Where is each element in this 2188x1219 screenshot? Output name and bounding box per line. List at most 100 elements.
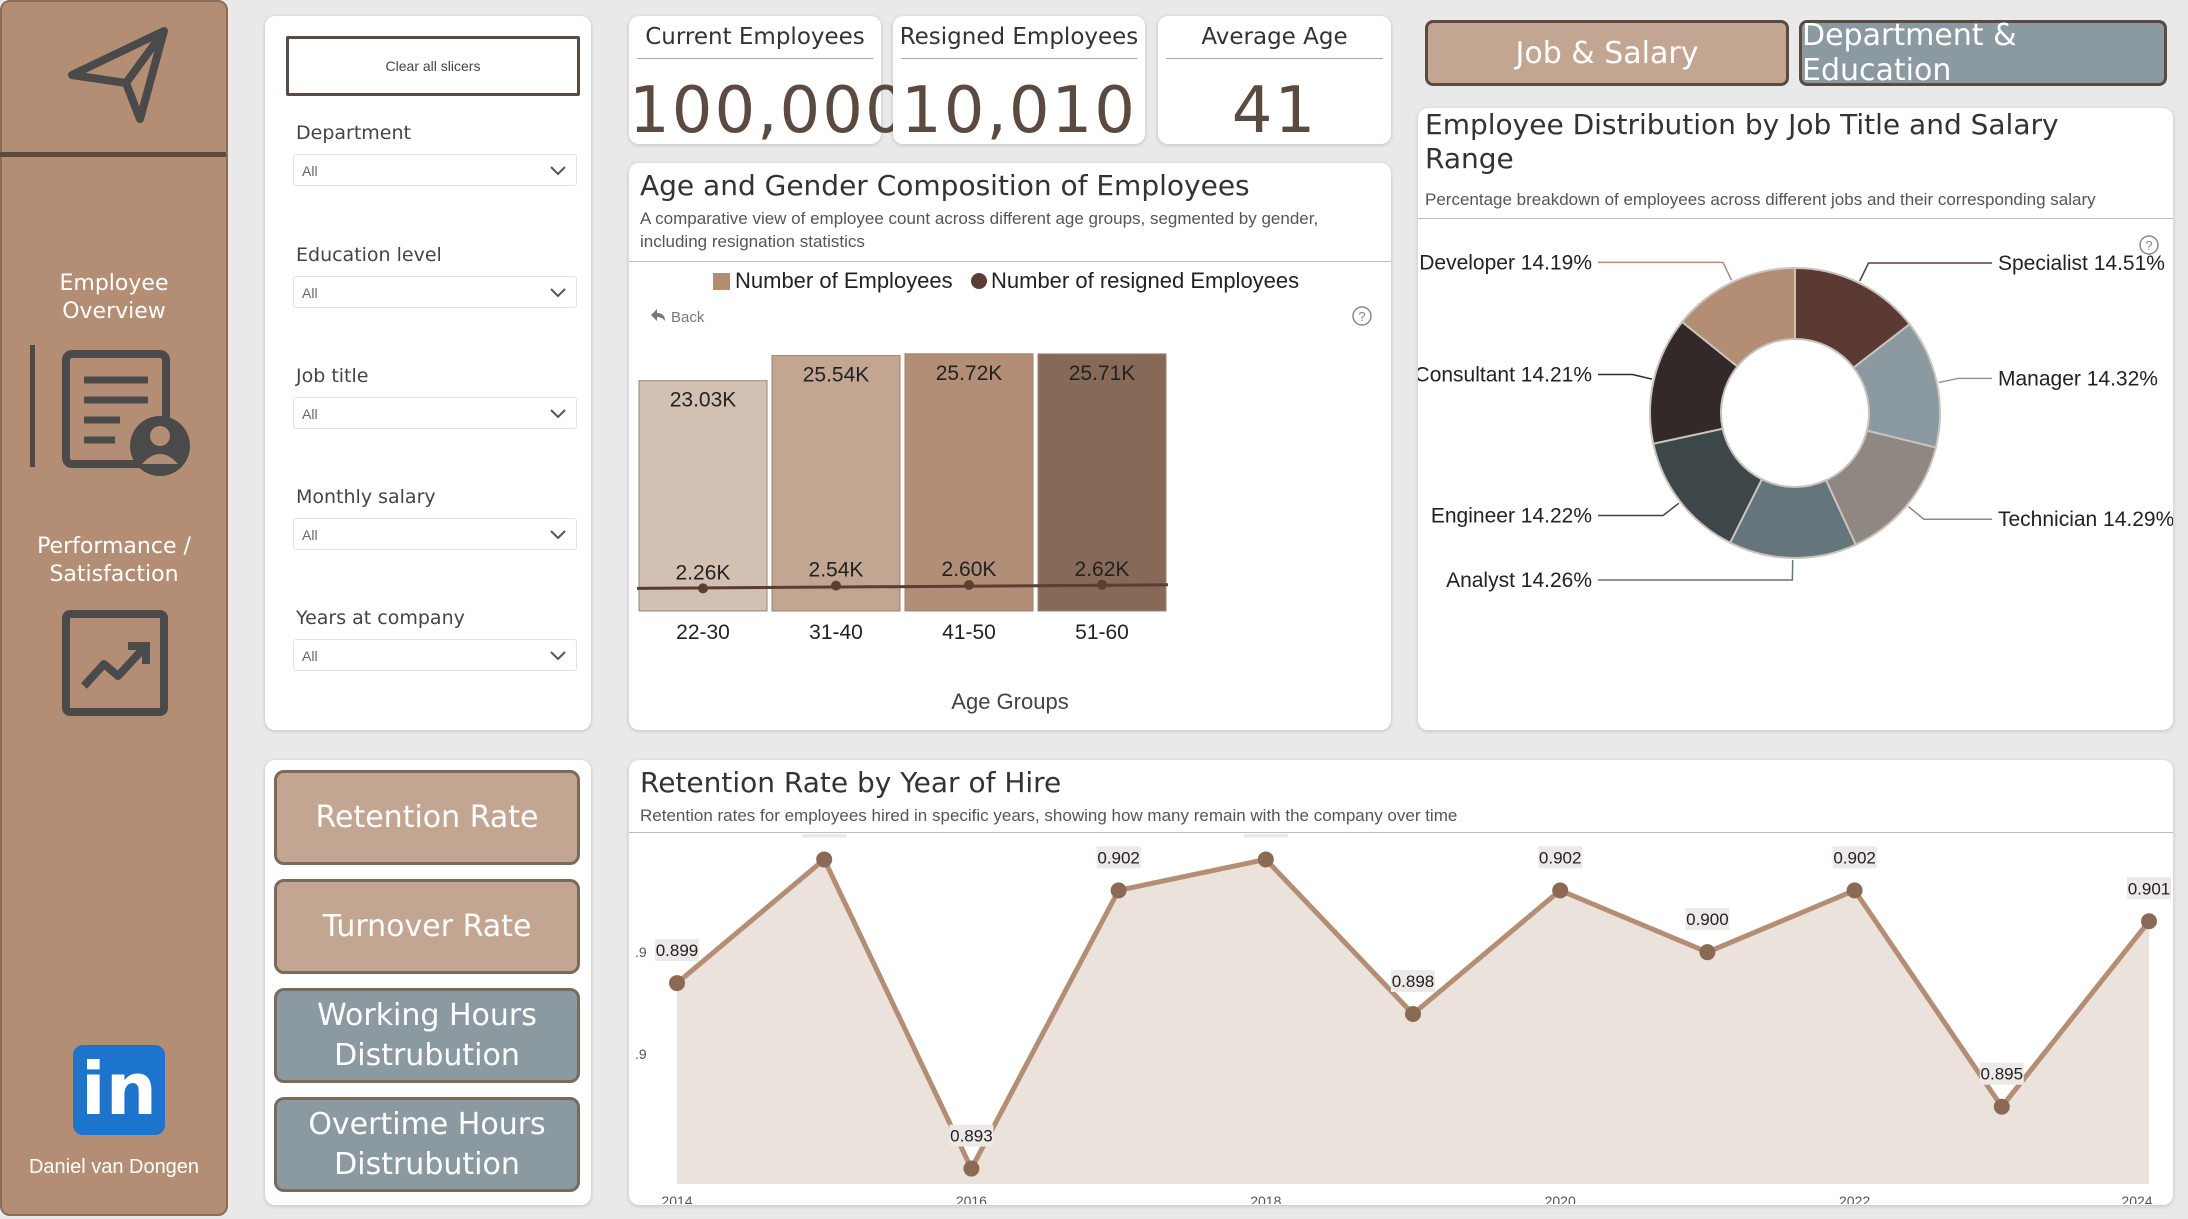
donut-chart-svg[interactable]: ? Specialist 14.51% Manager 14.32% Technic… [1418, 220, 2173, 728]
data-label: 0.900 [1686, 910, 1729, 929]
nav-employee-overview[interactable]: Employee Overview [0, 270, 228, 326]
data-label: 0.903 [803, 834, 846, 836]
retention-point[interactable] [963, 1160, 980, 1177]
retention-point[interactable] [1110, 882, 1127, 899]
nav-label: Employee [59, 271, 169, 296]
help-icon[interactable]: ? [1352, 306, 1372, 326]
data-label: 0.901 [2128, 879, 2171, 898]
data-label: 0.899 [656, 941, 699, 960]
retention-point[interactable] [1552, 882, 1569, 899]
retention-point[interactable] [1257, 851, 1274, 868]
linkedin-logo-text: in [81, 1047, 157, 1131]
bar-41-50[interactable] [904, 353, 1034, 612]
age-gender-chart-card: Age and Gender Composition of Employees … [629, 163, 1391, 730]
kpi-value: 100,000 [629, 74, 908, 148]
dropdown-value: All [302, 163, 318, 179]
title-divider [1418, 218, 2173, 219]
data-label-bg [1685, 908, 1730, 931]
retention-chart-card: Retention Rate by Year of Hire Retention… [629, 760, 2173, 1205]
age-chart-svg[interactable]: Number of Employees Number of resigned E… [629, 263, 1391, 730]
chart-title: Employee Distribution by Job Title and S… [1425, 108, 2059, 176]
x-tick-label: 2014 [661, 1193, 692, 1204]
button-label: Distrubution [334, 1146, 520, 1182]
retention-point[interactable] [2141, 913, 2157, 930]
education-level-dropdown[interactable]: All [293, 276, 577, 308]
retention-rate-button[interactable]: Retention Rate [274, 770, 580, 865]
job-title-dropdown[interactable]: All [293, 397, 577, 429]
kpi-value: 41 [1231, 74, 1318, 148]
data-label-bg [802, 834, 847, 838]
chart-title: Age and Gender Composition of Employees [640, 169, 1250, 202]
slice-developer[interactable] [1680, 266, 1796, 368]
chevron-down-icon [550, 166, 566, 176]
department-dropdown[interactable]: All [293, 154, 577, 186]
turnover-rate-button[interactable]: Turnover Rate [274, 879, 580, 974]
chevron-down-icon [550, 288, 566, 298]
legend-swatch-resigned [971, 273, 987, 289]
resigned-value-label: 2.60K [942, 558, 997, 581]
kpi-resigned-employees: Resigned Employees 10,010 [893, 16, 1145, 148]
author-name: Daniel van Dongen [28, 1156, 200, 1178]
retention-point[interactable] [1699, 944, 1716, 961]
data-label: 0.895 [1981, 1065, 2024, 1084]
data-label-bg [1832, 846, 1877, 869]
x-tick-label: 2016 [956, 1193, 987, 1204]
bar-value-label: 25.71K [1069, 362, 1136, 385]
trend-chart-icon[interactable] [60, 608, 172, 720]
slice-label: Developer 14.19% [1419, 251, 1592, 274]
years-at-company-dropdown[interactable]: All [293, 639, 577, 671]
chevron-down-icon [550, 530, 566, 540]
resigned-point[interactable] [1097, 579, 1107, 590]
nav-performance-satisfaction[interactable]: Performance / Satisfaction [0, 533, 228, 589]
slice-label: Consultant 14.21% [1418, 363, 1592, 386]
resigned-point[interactable] [698, 583, 708, 594]
slicer-label-job-title: Job title [296, 365, 369, 387]
leader-line [1598, 373, 1653, 380]
title-divider [629, 832, 2173, 833]
send-icon[interactable] [64, 25, 174, 125]
back-arrow-icon [651, 309, 665, 321]
data-label: 0.903 [1245, 834, 1288, 836]
kpi-divider [901, 58, 1137, 59]
kpi-current-employees: Current Employees 100,000 [629, 16, 906, 148]
clear-slicers-button[interactable]: Clear all slicers [286, 36, 580, 96]
leader-line [1907, 505, 1992, 520]
retention-point[interactable] [816, 851, 833, 868]
resigned-point[interactable] [831, 580, 841, 591]
bar-51-60[interactable] [1037, 353, 1167, 612]
kpi-divider [637, 58, 873, 59]
retention-point[interactable] [669, 975, 685, 992]
x-tick-label: 31-40 [809, 621, 863, 644]
employee-document-icon[interactable] [60, 350, 195, 480]
resigned-point[interactable] [964, 580, 974, 590]
bar-31-40[interactable] [771, 355, 901, 612]
chart-subtitle: A comparative view of employee count acr… [640, 209, 1319, 228]
retention-chart-svg[interactable]: .9 .9 0.899 0.903 0.893 0.902 0.903 0.898 0.902… [629, 834, 2173, 1204]
back-button[interactable]: Back [651, 309, 705, 326]
overtime-hours-button[interactable]: Overtime Hours Distrubution [274, 1097, 580, 1192]
data-label: 0.902 [1539, 848, 1582, 867]
data-label: 0.898 [1392, 972, 1435, 991]
leader-line [1859, 262, 1992, 282]
tab-department-education[interactable]: Department & Education [1799, 18, 2167, 88]
working-hours-button[interactable]: Working Hours Distrubution [274, 988, 580, 1083]
monthly-salary-dropdown[interactable]: All [293, 518, 577, 550]
sidebar: Employee Overview Performance / Satisfac… [0, 0, 228, 1216]
help-icon[interactable]: ? [2139, 235, 2159, 255]
retention-point[interactable] [1405, 1006, 1421, 1022]
dropdown-value: All [302, 406, 318, 422]
button-label: Retention Rate [315, 799, 539, 835]
leader-line [1598, 559, 1794, 581]
title-divider [629, 261, 1391, 262]
legend-swatch-employees [713, 273, 730, 290]
linkedin-icon[interactable]: in [73, 1045, 165, 1135]
active-indicator [30, 345, 35, 467]
tab-job-salary[interactable]: Job & Salary [1425, 20, 1789, 86]
bar-value-label: 25.54K [803, 364, 870, 387]
retention-point[interactable] [1846, 882, 1863, 899]
retention-point[interactable] [1993, 1098, 2010, 1115]
data-label-bg [1979, 1062, 2024, 1085]
button-label: Overtime Hours [308, 1106, 546, 1142]
chart-title-line: Range [1425, 142, 1514, 175]
bar-22-30[interactable] [638, 380, 768, 612]
